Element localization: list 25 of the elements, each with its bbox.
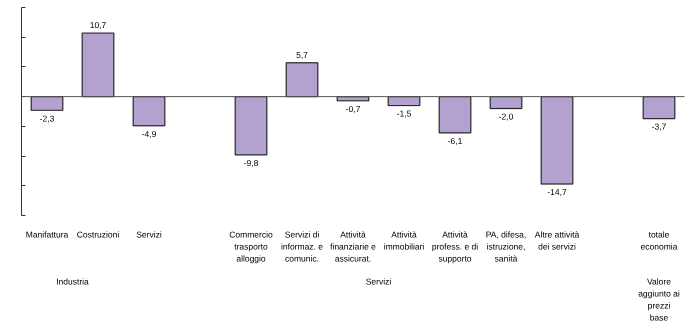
x-tick-label: Attività immobiliari [384, 230, 424, 252]
data-label: -0,7 [346, 104, 361, 114]
data-label: -2,3 [40, 113, 55, 124]
text: Valore aggiunto ai prezzi base [638, 276, 680, 322]
x-tick-label: Manifattura [26, 230, 69, 240]
data-label: -1,5 [396, 108, 412, 119]
data-label: -4,9 [142, 128, 157, 139]
x-tick-label: Commercio trasporto alloggio [229, 230, 273, 264]
x-tick-label: Attività profess. e di supporto [432, 230, 478, 264]
x-tick-label: Servizi di informaz. e comunic. [280, 230, 324, 264]
text: Servizi [366, 276, 392, 286]
data-label: -9,8 [244, 158, 259, 168]
data-label: -6,1 [448, 136, 463, 146]
data-label: -14,7 [547, 187, 567, 198]
data-label: -3,7 [652, 122, 667, 132]
text: Industria [56, 276, 90, 286]
x-tick-label: Altre attività dei servizi [534, 230, 580, 252]
x-tick-label: totale economia [640, 230, 678, 252]
data-label: 10,7 [90, 20, 107, 30]
x-tick-label: Servizi [136, 230, 162, 240]
x-tick-label: Costruzioni [76, 230, 120, 240]
data-label: -2,0 [498, 112, 514, 122]
x-tick-label: Attività finanziarie e assicurat. [330, 230, 376, 264]
x-tick-label: PA, difesa, istruzione, sanità [486, 230, 526, 264]
data-label: 5,7 [296, 50, 308, 60]
